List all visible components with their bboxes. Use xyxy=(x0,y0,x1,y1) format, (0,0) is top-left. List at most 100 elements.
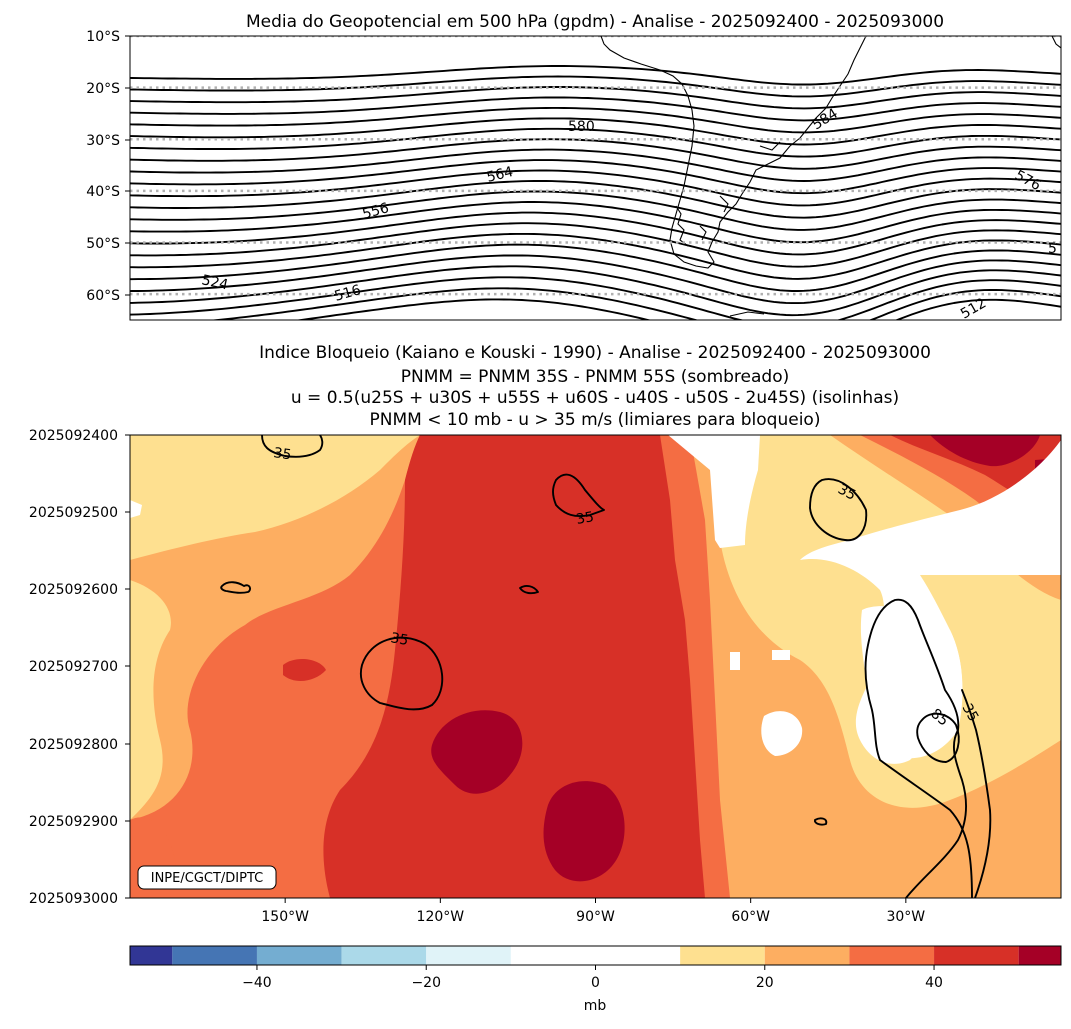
contour-label: 35 xyxy=(272,445,292,463)
colorbar-label: mb xyxy=(584,998,607,1014)
shade-band-above-50 xyxy=(930,435,1040,467)
colorbar-segment xyxy=(1018,946,1061,965)
credit-text: INPE/CGCT/DIPTC xyxy=(151,871,263,886)
isoline-35 xyxy=(864,598,973,898)
shade-band-near-zero xyxy=(668,435,760,548)
isoline-85 xyxy=(916,712,960,763)
colorbar-segment xyxy=(130,946,173,965)
geopotential-contours xyxy=(130,65,1061,320)
contour-line-500 xyxy=(294,298,1061,320)
bottom-title-line: u = 0.5(u25S + u30S + u55S + u60S - u40S… xyxy=(291,388,899,408)
x-tick-label: 30°W xyxy=(886,909,925,925)
colorbar-tick-label: −40 xyxy=(242,975,272,991)
contour-line-508 xyxy=(130,276,1061,320)
top-plot-frame xyxy=(129,35,1062,321)
shade-band-40-50 xyxy=(323,435,705,898)
colorbar-segment xyxy=(934,946,1019,965)
bottom-title-line: PNMM < 10 mb - u > 35 m/s (limiares para… xyxy=(370,410,821,430)
contour-line-540 xyxy=(130,190,1061,231)
x-tick-label: 120°W xyxy=(417,909,465,925)
colorbar-segment xyxy=(680,946,765,965)
contour-line-512 xyxy=(130,265,1061,317)
top-y-axis: 10°S 20°S 30°S 40°S 50°S 60°S xyxy=(86,29,130,304)
y-tick-label: 2025093000 xyxy=(29,891,118,907)
isoline-35 xyxy=(360,636,444,711)
contour-label: 584 xyxy=(810,106,841,134)
contour-line-536 xyxy=(130,201,1061,244)
contour-line-576 xyxy=(130,96,1061,122)
y-tick-label: 2025092600 xyxy=(29,582,118,598)
coastline-africa-edge xyxy=(1051,36,1061,49)
shade-band-above-50 xyxy=(431,710,523,794)
shade-band-40-50 xyxy=(283,658,326,682)
shade-band-near-zero xyxy=(860,606,963,759)
credit-box-frame xyxy=(137,865,277,890)
coastline-islands xyxy=(675,141,781,317)
contour-label: 35 xyxy=(575,509,595,528)
bottom-x-axis: 150°W 120°W 90°W 60°W 30°W xyxy=(261,898,925,925)
geopotential-map xyxy=(130,36,1061,320)
colorbar-segment xyxy=(172,946,257,965)
contour-label: 35 xyxy=(389,630,409,649)
contour-label: 580 xyxy=(568,119,595,135)
y-tick-label: 40°S xyxy=(86,184,120,200)
contour-line-524 xyxy=(130,232,1061,280)
y-tick-label: 50°S xyxy=(86,236,120,252)
shade-band-near-zero xyxy=(730,652,740,670)
bottom-title-line: PNMM = PNMM 35S - PNMM 55S (sombreado) xyxy=(401,367,790,387)
contour-label: 564 xyxy=(485,164,515,186)
isoline-35 xyxy=(261,435,324,458)
contour-line-548 xyxy=(130,169,1061,207)
colorbar-segment xyxy=(426,946,511,965)
credit-box: INPE/CGCT/DIPTC xyxy=(137,865,277,890)
contour-label: 524 xyxy=(200,272,230,293)
isoline-35 xyxy=(809,478,868,542)
x-tick-label: 60°W xyxy=(731,909,770,925)
shade-band-near-zero xyxy=(761,711,803,756)
contour-line-520 xyxy=(130,243,1061,292)
contour-label: 35 xyxy=(835,481,858,503)
colorbar-segments xyxy=(130,946,1061,965)
y-tick-label: 10°S xyxy=(86,29,120,45)
contour-line-572 xyxy=(130,106,1061,134)
bottom-contour-labels: 35 35 35 35 35 85 xyxy=(272,445,981,729)
shade-band-near-zero xyxy=(800,440,1061,764)
colorbar-segment xyxy=(764,946,850,965)
contour-line-584 xyxy=(130,75,1061,98)
y-tick-label: 2025092700 xyxy=(29,659,118,675)
isoline-35 xyxy=(519,584,539,595)
x-tick-label: 150°W xyxy=(261,909,309,925)
colorbar-tick-label: 40 xyxy=(925,975,943,991)
contour-line-568 xyxy=(130,117,1061,146)
isoline-35 xyxy=(552,473,605,518)
contour-line-556 xyxy=(130,148,1061,182)
colorbar-tick-label: −20 xyxy=(411,975,441,991)
contour-label: 35 xyxy=(959,701,982,724)
colorbar-segment xyxy=(256,946,342,965)
y-tick-label: 2025092800 xyxy=(29,737,118,753)
contour-line-560 xyxy=(130,138,1061,170)
shade-band-above-50 xyxy=(543,781,625,882)
contour-label: 516 xyxy=(333,282,363,305)
contour-line-552 xyxy=(130,159,1061,195)
colorbar: −40 −20 0 20 40 mb xyxy=(129,945,1062,1014)
shade-band-near-zero xyxy=(130,500,142,518)
colorbar-segment xyxy=(510,946,681,965)
contour-line-504 xyxy=(208,287,1061,320)
blocking-index-map xyxy=(130,435,1061,898)
bottom-title-line: Indice Bloqueio (Kaiano e Kouski - 1990)… xyxy=(259,343,931,363)
contour-line-544 xyxy=(130,180,1061,219)
contour-line-564 xyxy=(130,127,1061,158)
contour-line-516 xyxy=(130,254,1061,305)
contour-label: 556 xyxy=(361,200,391,223)
latitude-gridlines xyxy=(130,36,1061,296)
contour-label: 5 xyxy=(1048,241,1057,257)
colorbar-segment xyxy=(341,946,427,965)
colorbar-segment xyxy=(849,946,935,965)
y-tick-label: 2025092900 xyxy=(29,814,118,830)
contour-line-532 xyxy=(130,211,1061,256)
colorbar-ticks: −40 −20 0 20 40 xyxy=(242,965,943,991)
isoline-35 xyxy=(813,817,828,826)
x-tick-label: 90°W xyxy=(576,909,615,925)
